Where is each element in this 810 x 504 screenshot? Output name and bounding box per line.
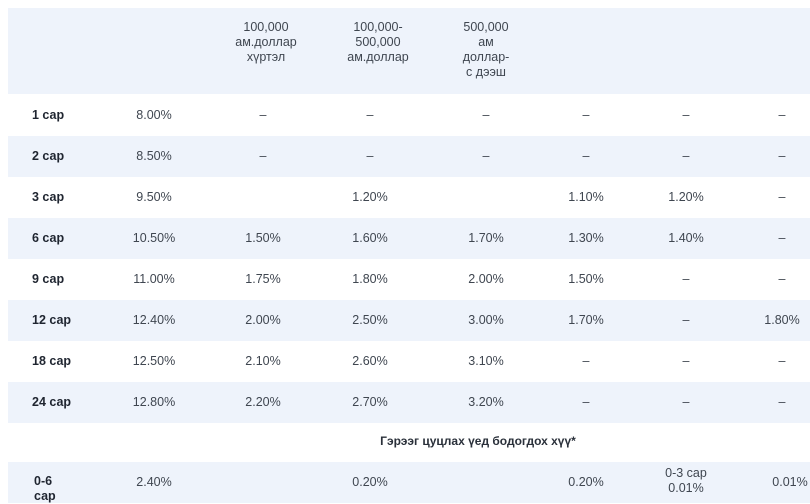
rate-cell: 11.00%: [133, 272, 175, 286]
row-term-label: 12 сар: [32, 313, 72, 327]
header-col-100k-500k: 100,000- 500,000 ам.доллар: [347, 20, 409, 64]
early-value-col6: 0-3 сар 0.01%: [665, 466, 707, 495]
rate-cell: 9.50%: [136, 190, 172, 204]
rate-cell: 8.00%: [136, 108, 172, 122]
row-term-label: 24 сар: [32, 395, 72, 409]
rate-cell: –: [682, 272, 690, 286]
rate-cell: 1.20%: [668, 190, 704, 204]
early-value-col4: [446, 462, 526, 503]
rate-cell: 12.40%: [132, 313, 176, 327]
rate-cell: –: [482, 108, 490, 122]
early-value-col1: 2.40%: [136, 475, 172, 489]
rate-cell: 1.30%: [568, 231, 604, 245]
rate-cell: 2.20%: [245, 395, 281, 409]
rate-cell: 2.50%: [352, 313, 388, 327]
rate-cell: –: [582, 108, 590, 122]
rate-cell: –: [366, 108, 374, 122]
rate-cell: 3.10%: [468, 354, 504, 368]
early-termination-row: 0-6 сар 2.40% 0.20% 0.20% 0-3 сар 0.01% …: [8, 462, 810, 503]
rate-cell: –: [778, 149, 786, 163]
rate-cell: 2.60%: [352, 354, 388, 368]
row-term-label: 3 сар: [32, 190, 65, 204]
table-row: 6 сар 10.50% 1.50% 1.60% 1.70% 1.30% 1.40% –: [8, 218, 810, 259]
table-row: 24 сар 12.80% 2.20% 2.70% 3.20% – – –: [8, 382, 810, 423]
rate-cell: –: [259, 149, 267, 163]
table-row: 9 сар 11.00% 1.75% 1.80% 2.00% 1.50% – –: [8, 259, 810, 300]
early-value-col7: 0.01%: [772, 475, 808, 489]
rate-cell: 2.00%: [468, 272, 504, 286]
table-row: 18 сар 12.50% 2.10% 2.60% 3.10% – – –: [8, 341, 810, 382]
row-term-label: 2 сар: [32, 149, 65, 163]
table-row: 3 сар 9.50% 1.20% 1.10% 1.20% –: [8, 177, 810, 218]
rate-cell: 3.20%: [468, 395, 504, 409]
rate-cell: –: [366, 149, 374, 163]
rate-cell: 1.80%: [352, 272, 388, 286]
row-term-label: 1 сар: [32, 108, 65, 122]
rate-cell: 12.80%: [132, 395, 176, 409]
rate-cell: –: [778, 231, 786, 245]
early-value-col2: [223, 462, 303, 503]
early-termination-term: 0-6 сар: [34, 474, 56, 503]
early-termination-title: Гэрээг цуцлах үед бодогдох хүү*: [380, 433, 576, 448]
rate-cell: 1.75%: [245, 272, 281, 286]
rate-cell: –: [482, 149, 490, 163]
rate-cell: 2.10%: [245, 354, 281, 368]
early-termination-section-row: Гэрээг цуцлах үед бодогдох хүү*: [8, 422, 810, 460]
rate-cell: 1.70%: [468, 231, 504, 245]
row-term-label: 9 сар: [32, 272, 65, 286]
row-term-label: 6 сар: [32, 231, 65, 245]
rate-cell: 1.40%: [668, 231, 704, 245]
rate-cell: [223, 177, 303, 218]
rate-cell: [446, 177, 526, 218]
rate-cell: –: [682, 108, 690, 122]
rate-cell: 10.50%: [132, 231, 176, 245]
rate-cell: –: [682, 149, 690, 163]
rate-cell: –: [682, 313, 690, 327]
rate-cell: –: [778, 190, 786, 204]
rate-cell: 1.50%: [568, 272, 604, 286]
rate-cell: –: [778, 395, 786, 409]
rate-cell: 12.50%: [132, 354, 176, 368]
rate-cell: –: [682, 354, 690, 368]
rate-cell: 2.70%: [352, 395, 388, 409]
rate-cell: 1.60%: [352, 231, 388, 245]
table-row: 2 сар 8.50% – – – – – –: [8, 136, 810, 177]
table-row: 12 сар 12.40% 2.00% 2.50% 3.00% 1.70% – 1.80%: [8, 300, 810, 341]
rate-cell: 1.10%: [568, 190, 604, 204]
rate-cell: 1.20%: [352, 190, 388, 204]
rate-cell: 8.50%: [136, 149, 172, 163]
rate-cell: –: [582, 149, 590, 163]
header-col-500k-plus: 500,000 ам доллар- с дээш: [462, 20, 510, 79]
rate-cell: 3.00%: [468, 313, 504, 327]
rate-cell: 1.70%: [568, 313, 604, 327]
row-term-label: 18 сар: [32, 354, 72, 368]
rate-cell: –: [582, 354, 590, 368]
rate-cell: –: [778, 108, 786, 122]
rate-cell: –: [582, 395, 590, 409]
rate-cell: 1.50%: [245, 231, 281, 245]
table-row: 1 сар 8.00% – – – – – –: [8, 95, 810, 136]
rate-cell: –: [778, 272, 786, 286]
header-col-100k: 100,000 ам.доллар хүртэл: [235, 20, 297, 64]
rate-cell: –: [259, 108, 267, 122]
rate-cell: 1.80%: [764, 313, 800, 327]
rate-cell: 2.00%: [245, 313, 281, 327]
table-header-row: 100,000 ам.доллар хүртэл 100,000- 500,00…: [8, 8, 810, 94]
early-value-col3: 0.20%: [352, 475, 388, 489]
rate-cell: –: [682, 395, 690, 409]
early-value-col5: 0.20%: [568, 475, 604, 489]
rate-cell: –: [778, 354, 786, 368]
